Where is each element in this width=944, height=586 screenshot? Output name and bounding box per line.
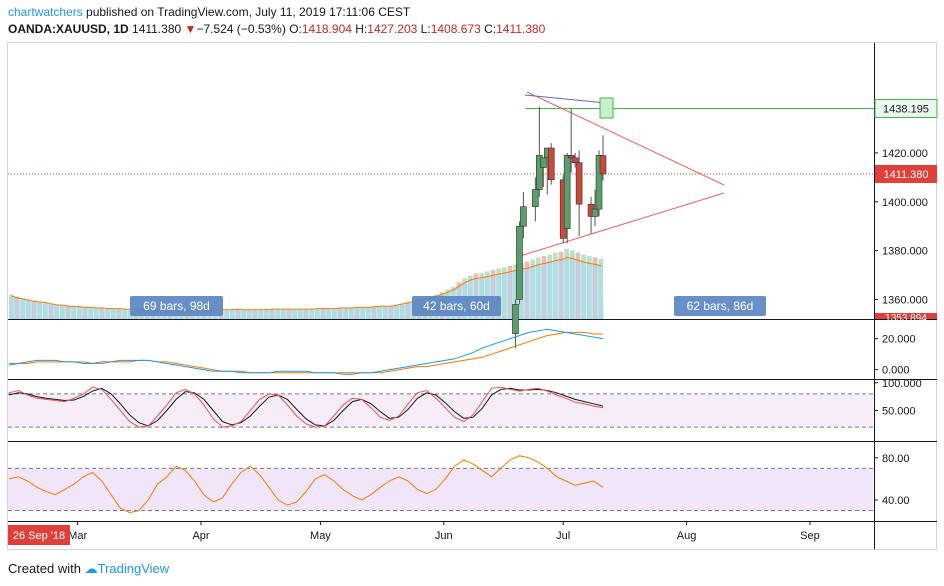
footer: Created with ☁TradingView: [8, 561, 169, 577]
candle-body-1: [516, 225, 523, 300]
range-label-1: 42 bars, 60d: [423, 299, 490, 313]
candle-body-16: [599, 155, 607, 175]
hidden-price-label-bg: [875, 313, 937, 319]
published-text: published on TradingView.com, July 11, 2…: [82, 5, 411, 19]
hidden-price-label: 1353.894: [885, 313, 927, 324]
candle-body-15: [595, 155, 603, 210]
last-price: 1411.380: [132, 22, 182, 36]
rsi-band: [8, 468, 873, 511]
created-with-text: Created with: [8, 561, 81, 576]
last-price-label-bg: [875, 164, 937, 183]
stoch-tick-label-0: 50.000: [882, 406, 916, 418]
candle-body-11: [571, 157, 579, 163]
close-label: C:: [484, 22, 497, 36]
low-label: L:: [420, 22, 431, 36]
brand-name: TradingView: [97, 561, 170, 576]
author-link[interactable]: chartwatchers: [8, 5, 83, 19]
candle-body-5: [540, 157, 547, 168]
start-date-bg: [8, 525, 70, 545]
range-label-bg-2: [674, 296, 766, 316]
candle-body-9: [563, 155, 571, 229]
stoch-tick-label-1: 100.000: [882, 378, 922, 390]
tradingview-logo-icon: ☁: [84, 561, 98, 576]
candle-body-2: [520, 206, 527, 227]
close-value: 1411.380: [496, 22, 546, 36]
stoch-k-line: [8, 386, 604, 428]
start-date-label: 26 Sep '18: [13, 530, 65, 542]
price-tick-label-2: 1400.000: [882, 197, 928, 209]
time-label-5: Aug: [677, 530, 697, 542]
candle-body-12: [575, 162, 583, 205]
price-change: −7.524 (−0.53%): [196, 22, 286, 36]
candle-body-10: [567, 155, 575, 159]
candle-body-7: [547, 147, 555, 181]
range-label-0: 69 bars, 98d: [143, 299, 210, 313]
upper-trend-line: [526, 91, 725, 186]
time-label-2: May: [310, 530, 331, 542]
rsi-tick-label-1: 80.00: [882, 453, 910, 465]
candle-body-3: [532, 189, 539, 207]
rsi-line: [8, 455, 604, 514]
time-label-0: Mar: [68, 530, 87, 542]
low-value: 1408.673: [430, 22, 481, 36]
time-label-4: Jul: [556, 530, 570, 542]
range-label-bg-1: [412, 296, 501, 316]
last-price-label: 1411.380: [883, 169, 928, 181]
range-label-bg-0: [130, 296, 223, 316]
symbol-label: OANDA:XAUUSD, 1D: [8, 22, 129, 36]
volume-ma-line: [11, 256, 602, 311]
macd-line: [8, 328, 604, 375]
blue-trend-line: [524, 94, 607, 104]
highlight-box: [599, 97, 614, 119]
time-label-6: Sep: [800, 530, 820, 542]
candle-body-14: [591, 208, 599, 217]
stoch-d-line: [8, 387, 604, 427]
range-label-2: 62 bars, 86d: [687, 299, 754, 313]
price-tick-label-0: 1360.000: [882, 294, 928, 306]
time-label-1: Apr: [192, 530, 209, 542]
high-value: 1427.203: [367, 22, 418, 36]
level-label-bg: [874, 98, 938, 118]
open-label: O:: [289, 22, 302, 36]
rsi-tick-label-0: 40.00: [882, 495, 910, 507]
ohlc-header: OANDA:XAUUSD, 1D 1411.380 ▼−7.524 (−0.53…: [8, 22, 545, 36]
lower-trend-line: [519, 192, 725, 257]
candle-body-4: [536, 155, 543, 190]
level-label: 1438.195: [883, 103, 929, 115]
macd-tick-label-1: 20.000: [882, 334, 916, 346]
price-tick-label-3: 1420.000: [882, 148, 928, 160]
publication-header: chartwatchers published on TradingView.c…: [8, 5, 410, 19]
candle-body-0: [512, 304, 519, 334]
change-down-icon: ▼: [184, 22, 197, 36]
chart-frame: [7, 42, 937, 550]
open-value: 1418.904: [301, 22, 352, 36]
price-tick-label-1: 1380.000: [882, 246, 928, 258]
high-label: H:: [355, 22, 368, 36]
time-label-3: Jun: [435, 530, 453, 542]
macd-signal-line: [9, 331, 603, 374]
macd-tick-label-0: 0.000: [882, 365, 910, 377]
